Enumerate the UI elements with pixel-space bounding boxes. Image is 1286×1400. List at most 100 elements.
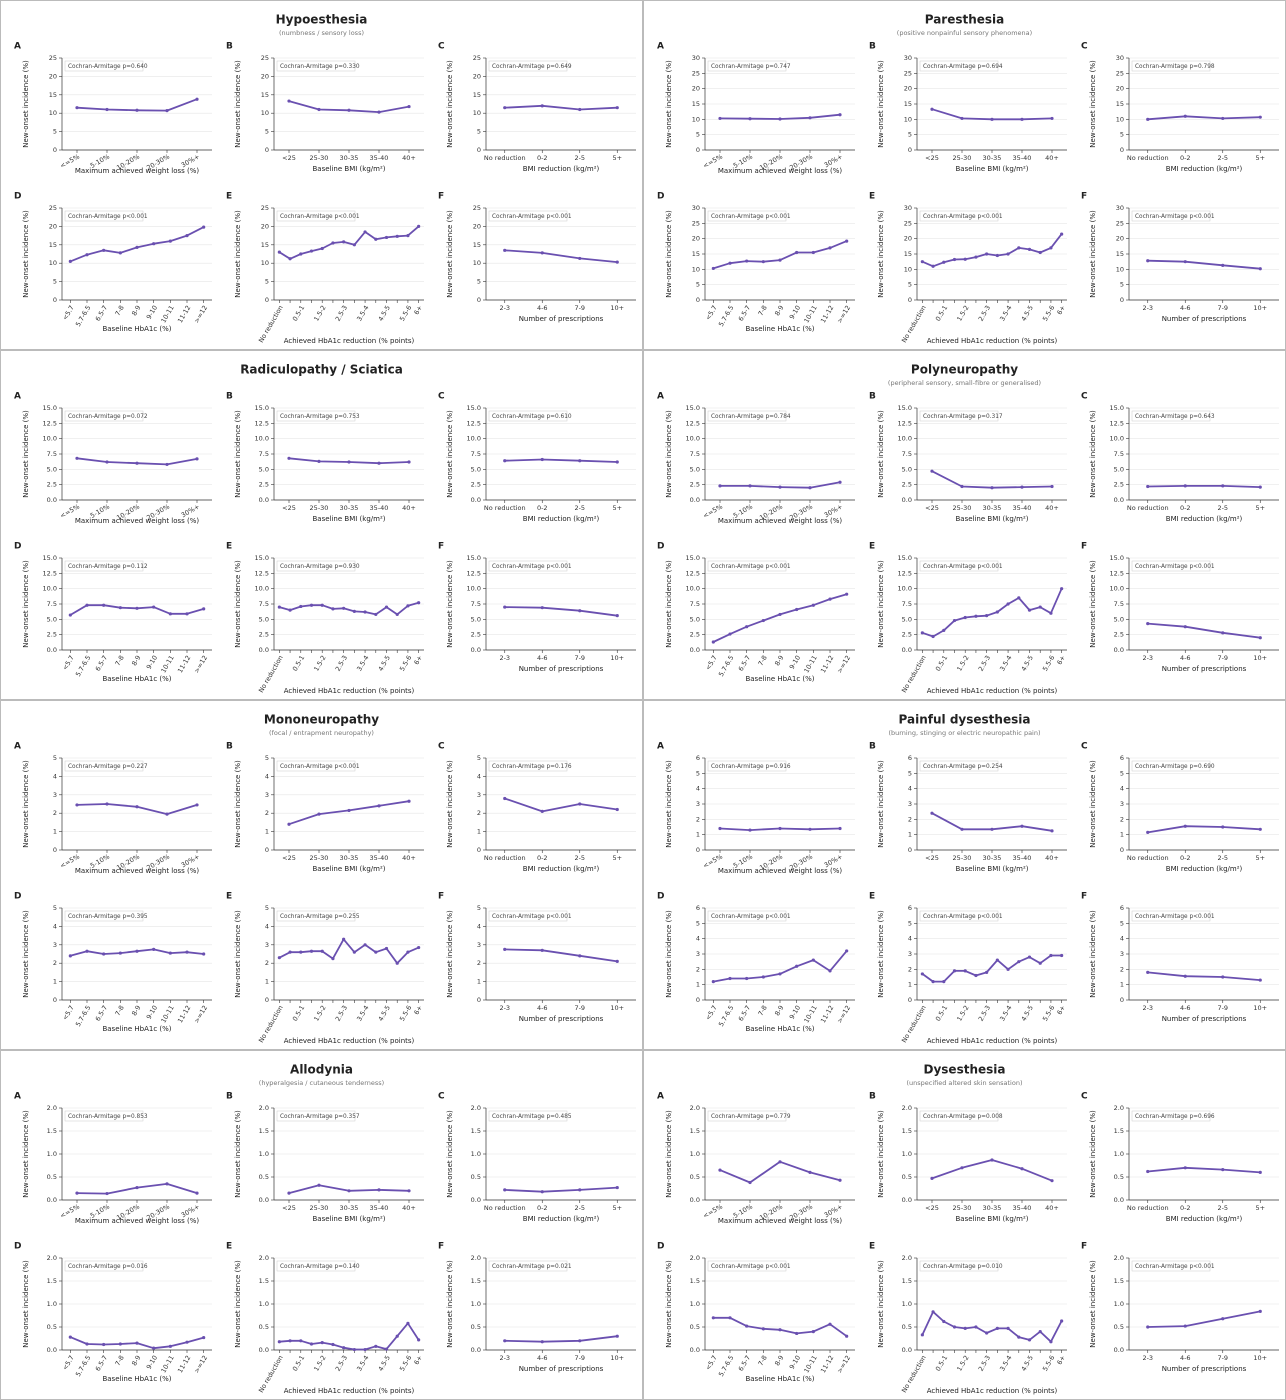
x-tick-label: No reduction [257, 304, 285, 344]
x-tick-label: 10+ [1253, 1004, 1267, 1012]
point-marker [942, 628, 946, 632]
x-tick-label: 6+ [1055, 654, 1067, 666]
y-tick-label: 0.0 [47, 496, 57, 504]
x-tick-label: 10+ [610, 1354, 624, 1362]
annotation-box [919, 760, 999, 772]
point-marker [745, 1324, 749, 1328]
panel-letter: E [226, 1242, 232, 1252]
point-marker [202, 1335, 206, 1340]
x-tick-label: 6.5-7 [737, 1354, 752, 1373]
point-marker [503, 605, 507, 609]
y-tick-label: 25 [261, 54, 269, 62]
y-tick-label: 5.0 [690, 615, 700, 623]
y-tick-label: 15.0 [255, 404, 269, 412]
y-tick-label: 5.0 [47, 615, 57, 623]
point-marker [838, 480, 842, 484]
annotation-box [707, 760, 787, 772]
point-marker [287, 1191, 291, 1195]
point-marker [288, 950, 292, 954]
point-marker [185, 1340, 189, 1344]
point-marker [299, 1339, 303, 1343]
point-marker [406, 1321, 410, 1325]
series-line [931, 470, 1053, 489]
x-tick-label: 8-9 [773, 654, 785, 667]
x-tick-label: 9-10 [145, 304, 159, 321]
x-tick-label: 40+ [1045, 504, 1059, 512]
point-marker [952, 1325, 957, 1329]
point-marker [615, 959, 619, 963]
point-marker [1027, 247, 1032, 251]
point-marker [1038, 1330, 1042, 1334]
point-marker [1038, 250, 1042, 255]
y-tick-label: 5 [696, 281, 700, 289]
point-marker [615, 614, 619, 618]
y-tick-label: 20 [1116, 235, 1124, 243]
point-marker [811, 603, 815, 607]
point-marker [845, 239, 849, 243]
y-tick-label: 15 [473, 91, 481, 99]
x-tick-label: 9-10 [788, 304, 802, 321]
y-tick-label: 10.0 [898, 435, 912, 443]
x-axis-label: Maximum achieved weight loss (%) [718, 167, 843, 175]
point-marker [930, 469, 934, 473]
x-tick-label: 9-10 [145, 1004, 159, 1021]
x-tick-label: 1.5-2 [955, 654, 970, 673]
y-tick-label: 2.5 [47, 481, 57, 489]
x-tick-label: 0-2 [1180, 854, 1191, 862]
y-tick-label: 20 [49, 72, 57, 80]
point-marker [168, 239, 172, 243]
y-tick-label: 12.5 [686, 569, 700, 577]
panel-letter: C [1081, 392, 1088, 402]
y-tick-label: 25 [1116, 69, 1124, 77]
y-tick-label: 4 [908, 785, 912, 793]
panel-letter: B [226, 1092, 233, 1102]
x-tick-label: 25-30 [953, 154, 972, 162]
annotation-box [707, 1110, 787, 1122]
y-tick-label: 5 [1120, 769, 1124, 777]
x-axis-label: Maximum achieved weight loss (%) [718, 517, 843, 525]
x-tick-label: 4.5-5 [1020, 1354, 1035, 1373]
y-tick-label: 5 [477, 128, 481, 136]
point-marker [711, 640, 715, 644]
x-tick-label: 0.5-1 [291, 654, 306, 673]
y-tick-label: 4 [908, 935, 912, 943]
point-marker [168, 612, 172, 616]
point-marker [615, 1334, 619, 1338]
point-marker [540, 809, 544, 813]
y-tick-label: 0.5 [1114, 1323, 1124, 1331]
point-marker [277, 250, 281, 254]
annotation-box [488, 760, 568, 772]
y-axis-label: New-onset incidence (%) [234, 1110, 242, 1198]
annotation: Cochran-Armitage p=0.916 [711, 764, 791, 770]
annotation: Cochran-Armitage p=0.640 [68, 64, 148, 70]
point-marker [342, 1346, 346, 1350]
point-marker [963, 969, 967, 973]
point-marker [1006, 252, 1010, 256]
panel-letter: D [657, 1242, 664, 1252]
point-marker [503, 796, 507, 801]
series-line [504, 797, 618, 813]
panel-letter: B [869, 42, 876, 52]
point-marker [1258, 485, 1262, 489]
x-tick-label: 6+ [1055, 304, 1067, 316]
y-tick-label: 20 [261, 222, 269, 230]
point-marker [1183, 1166, 1187, 1170]
x-axis-label: Number of prescriptions [1162, 1015, 1247, 1023]
panel-letter: F [1081, 892, 1087, 902]
y-tick-label: 0.0 [471, 646, 481, 654]
point-marker [1049, 1340, 1053, 1344]
y-tick-label: 15 [692, 100, 700, 108]
group-subtitle: (focal / entrapment neuropathy) [269, 729, 374, 737]
y-tick-label: 6 [1120, 904, 1124, 912]
y-tick-label: 5.0 [471, 615, 481, 623]
x-tick-label: 2-3 [499, 304, 510, 312]
annotation-box [1131, 410, 1211, 422]
x-tick-label: 3.5-4 [998, 1354, 1013, 1373]
annotation-box [919, 1260, 999, 1272]
panel-letter: E [869, 892, 875, 902]
y-tick-label: 20 [473, 222, 481, 230]
x-tick-label: 4-6 [1180, 304, 1191, 312]
point-marker [417, 945, 421, 950]
series-line [922, 588, 1063, 638]
y-tick-label: 12.5 [467, 569, 481, 577]
